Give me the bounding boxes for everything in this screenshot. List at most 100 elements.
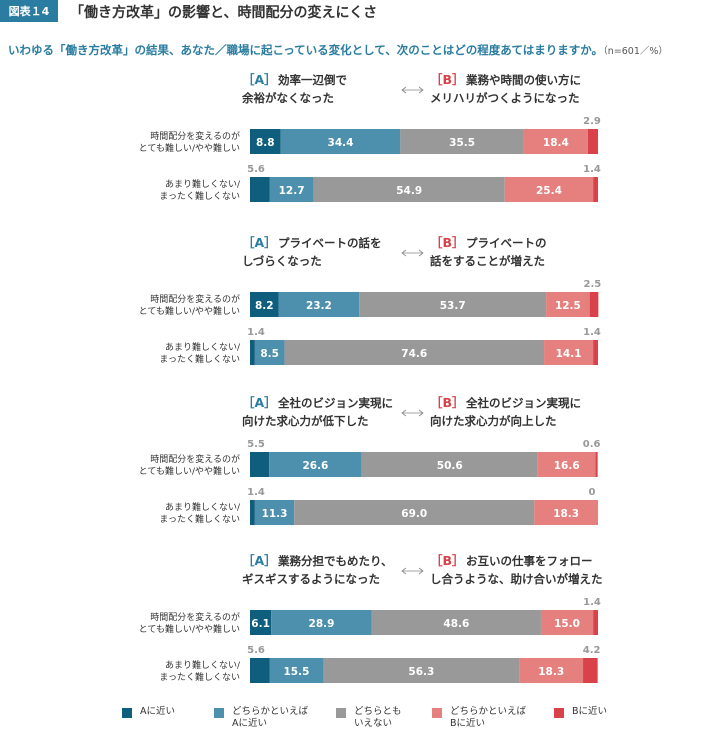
value-label-a-lean: 15.5 bbox=[283, 666, 309, 678]
bar-segment-a-lean bbox=[269, 177, 314, 202]
section-b-text-line2: 話をすることが増えた bbox=[430, 254, 545, 268]
value-label-b-lean: 18.4 bbox=[543, 137, 569, 149]
chart-subtitle: いわゆる「働き方改革」の結果、あなた／職場に起こっている変化として、次のことはど… bbox=[8, 42, 668, 58]
subtitle-sample-note: （n=601／%） bbox=[603, 46, 668, 57]
bar-segment-a bbox=[250, 452, 270, 477]
legend-item-b-lean: どちらかといえば Bに近い bbox=[432, 706, 526, 730]
legend-swatch-b-lean bbox=[432, 708, 442, 718]
value-label-a: 6.1 bbox=[251, 618, 270, 630]
double-arrow-icon bbox=[401, 409, 424, 417]
legend-swatch-b bbox=[554, 708, 564, 718]
bar-segment-b bbox=[593, 610, 598, 635]
bar-row-2: あまり難しくない/まったく難しくない 5.6 15.5 56.3 18.3 4.2 bbox=[159, 645, 601, 683]
value-label-neutral: 48.6 bbox=[443, 618, 469, 630]
bar-segment-b-lean bbox=[504, 177, 594, 202]
value-label-b: 4.2 bbox=[583, 645, 601, 656]
value-label-b-lean: 16.6 bbox=[554, 460, 580, 472]
value-label-b-lean: 14.1 bbox=[556, 348, 582, 360]
bar-row-2: あまり難しくない/まったく難しくない 1.4 11.3 69.0 18.3 0 bbox=[159, 487, 598, 525]
value-label-a-lean: 34.4 bbox=[328, 137, 354, 149]
section-b-label: ［B］ bbox=[430, 235, 465, 250]
bar-segment-b bbox=[587, 129, 598, 154]
row-label-line1: あまり難しくない/ bbox=[165, 178, 241, 190]
row-label-line2: とても難しい/やや難しい bbox=[139, 142, 240, 154]
bar-segment-a-lean bbox=[269, 452, 362, 477]
bar-segment-a-lean bbox=[271, 610, 372, 635]
bar-segment-b-lean bbox=[546, 292, 590, 317]
bar-segment-a bbox=[250, 610, 272, 635]
legend-item-a-lean: どちらかといえば Aに近い bbox=[214, 706, 308, 730]
value-label-a: 8.8 bbox=[256, 137, 275, 149]
value-label-neutral: 56.3 bbox=[408, 666, 434, 678]
section-b-label: ［B］ bbox=[430, 395, 465, 410]
legend-label-neutral: どちらとも いえない bbox=[354, 706, 402, 729]
value-label-a: 5.6 bbox=[247, 164, 265, 175]
value-label-b: 0.6 bbox=[583, 439, 601, 450]
bar-segment-a bbox=[250, 340, 255, 365]
bar-segment-a-lean bbox=[254, 340, 285, 365]
bar-segment-a bbox=[250, 129, 281, 154]
row-label-line1: あまり難しくない/ bbox=[165, 341, 241, 353]
section-a-text-line1: プライベートの話を bbox=[278, 236, 382, 250]
section-a-text-line2: 余裕がなくなった bbox=[241, 91, 334, 105]
section-b-text-line2: メリハリがつくようになった bbox=[430, 91, 580, 105]
double-arrow-path bbox=[401, 567, 424, 575]
value-label-a-lean: 8.5 bbox=[260, 348, 279, 360]
row-label-line1: 時間配分を変えるのが bbox=[150, 130, 240, 142]
value-label-a: 5.5 bbox=[247, 439, 265, 450]
value-label-b: 0 bbox=[589, 487, 596, 498]
value-label-neutral: 53.7 bbox=[440, 300, 466, 312]
bar-segment-a bbox=[250, 177, 270, 202]
bar-segment-b bbox=[595, 452, 598, 477]
value-label-a-lean: 23.2 bbox=[306, 300, 332, 312]
value-label-b: 1.4 bbox=[583, 597, 601, 608]
bar-segment-neutral bbox=[361, 452, 538, 477]
value-label-b: 1.4 bbox=[583, 164, 601, 175]
bar-segment-b-lean bbox=[540, 610, 594, 635]
section-b-text-line2: し合うような、助け合いが増えた bbox=[430, 572, 603, 586]
bar-segment-b-lean bbox=[544, 340, 594, 365]
section-b-text-line1: 全社のビジョン実現に bbox=[465, 396, 581, 410]
value-label-a: 8.2 bbox=[255, 300, 274, 312]
bar-segment-a-lean bbox=[269, 658, 324, 683]
bar-segment-a-lean bbox=[278, 292, 360, 317]
section-a-label: ［A］ bbox=[242, 235, 277, 250]
value-label-neutral: 50.6 bbox=[437, 460, 463, 472]
value-label-neutral: 74.6 bbox=[401, 348, 427, 360]
section-a-text-line1: 全社のビジョン実現に bbox=[277, 396, 393, 410]
figure-title: 「働き方改革」の影響と、時間配分の変えにくさ bbox=[70, 5, 378, 21]
section-b-text-line2: 向けた求心力が向上した bbox=[430, 414, 557, 428]
legend: Aに近い どちらかといえば Aに近い どちらとも いえない どちらかといえば B… bbox=[0, 706, 728, 741]
row-label-line2: とても難しい/やや難しい bbox=[139, 305, 240, 317]
row-label-line2: とても難しい/やや難しい bbox=[139, 623, 240, 635]
row-label-line2: まったく難しくない bbox=[159, 190, 240, 202]
bar-segment-b-lean bbox=[523, 129, 588, 154]
double-arrow-icon bbox=[401, 567, 424, 575]
row-label-line2: まったく難しくない bbox=[159, 353, 240, 365]
row-label-line2: とても難しい/やや難しい bbox=[139, 465, 240, 477]
value-label-neutral: 54.9 bbox=[396, 185, 422, 197]
section-b-label: ［B］ bbox=[430, 553, 465, 568]
value-label-b-lean: 25.4 bbox=[536, 185, 562, 197]
bar-segment-b bbox=[593, 340, 598, 365]
double-arrow-path bbox=[401, 249, 424, 257]
row-label-line1: 時間配分を変えるのが bbox=[150, 453, 240, 465]
value-label-b: 1.4 bbox=[583, 327, 601, 338]
subtitle-question: いわゆる「働き方改革」の結果、あなた／職場に起こっている変化として、次のことはど… bbox=[8, 43, 604, 57]
value-label-a: 5.6 bbox=[247, 645, 265, 656]
legend-item-b: Bに近い bbox=[554, 706, 607, 718]
section-b-text-line1: お互いの仕事をフォロー bbox=[466, 554, 593, 568]
bar-segment-neutral bbox=[371, 610, 541, 635]
bar-segment-a bbox=[250, 658, 270, 683]
bar-segment-a bbox=[250, 500, 255, 525]
section-a-text-line1: 効率一辺倒で bbox=[278, 73, 347, 87]
section-a-label: ［A］ bbox=[242, 553, 277, 568]
value-label-b-lean: 12.5 bbox=[555, 300, 581, 312]
value-label-b: 2.5 bbox=[583, 279, 601, 290]
legend-item-a: Aに近い bbox=[122, 706, 175, 718]
